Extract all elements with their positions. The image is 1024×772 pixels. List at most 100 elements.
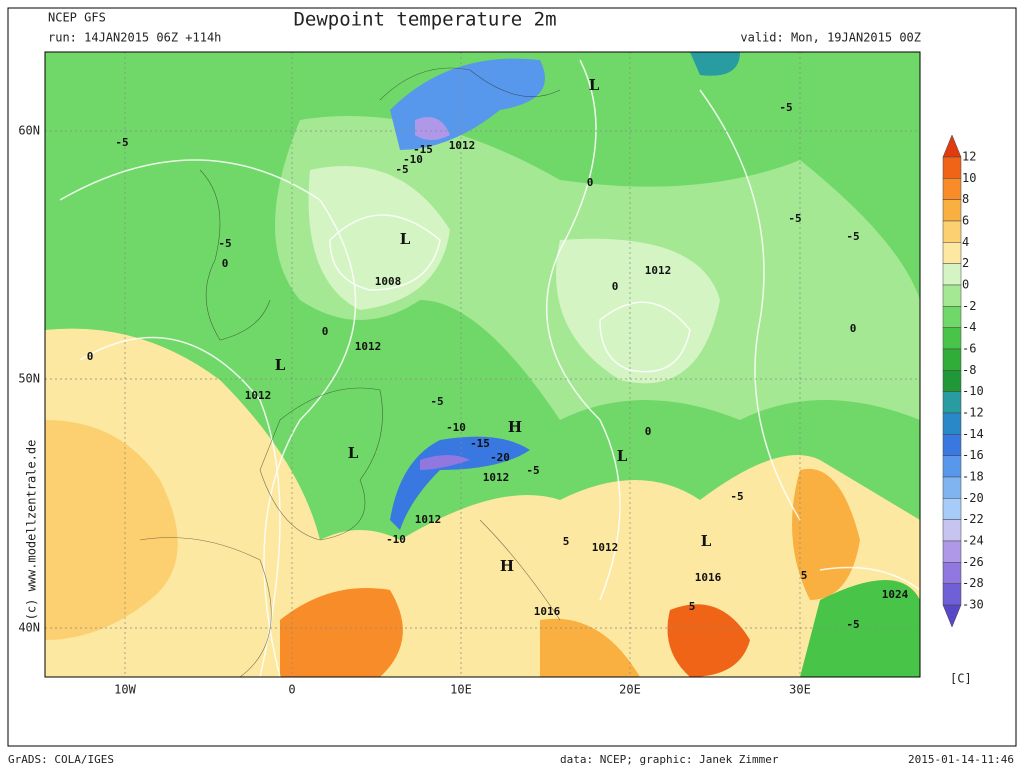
contour-label: 1012 xyxy=(415,513,442,526)
contour-label: -15 xyxy=(470,437,490,450)
contour-label: 5 xyxy=(689,600,696,613)
colorbar-swatch xyxy=(942,327,962,350)
contour-label: 0 xyxy=(850,322,857,335)
colorbar-label: 10 xyxy=(962,171,976,185)
contour-label: 0 xyxy=(612,280,619,293)
contour-label: -10 xyxy=(446,421,466,434)
colorbar-swatch xyxy=(942,498,962,520)
colorbar-swatch xyxy=(942,583,962,606)
contour-label: 1012 xyxy=(483,471,510,484)
colorbar-label: 12 xyxy=(962,150,976,164)
pressure-center: L xyxy=(400,230,411,248)
pressure-center: L xyxy=(617,447,628,465)
colorbar-swatch xyxy=(942,348,962,371)
footer-center: data: NCEP; graphic: Janek Zimmer xyxy=(560,753,779,766)
lon-label: 10W xyxy=(114,683,136,697)
contour-label: 5 xyxy=(801,569,808,582)
contour-label: 1012 xyxy=(592,541,619,554)
lon-label: 30E xyxy=(789,683,811,697)
colorbar-swatch xyxy=(942,242,962,264)
contour-label: -5 xyxy=(846,230,859,243)
colorbar-label: -6 xyxy=(962,342,976,356)
contour-label: 0 xyxy=(222,257,229,270)
colorbar-swatch xyxy=(942,178,962,200)
colorbar-label: -8 xyxy=(962,363,976,377)
pressure-center: L xyxy=(701,532,712,550)
colorbar-label: 6 xyxy=(962,214,969,228)
pressure-center: L xyxy=(275,356,286,374)
colorbar-label: -20 xyxy=(962,491,984,505)
colorbar-swatch xyxy=(942,156,962,179)
colorbar-swatch xyxy=(942,412,962,435)
contour-label: 1024 xyxy=(882,588,909,601)
footer-right: 2015-01-14-11:46 xyxy=(908,753,1014,766)
contour-label: -10 xyxy=(386,533,406,546)
model: NCEP GFS xyxy=(48,11,106,25)
pressure-center: H xyxy=(500,557,514,575)
title: Dewpoint temperature 2m xyxy=(293,9,556,31)
contour-label: 1012 xyxy=(449,139,476,152)
colorbar-swatch xyxy=(942,370,962,392)
colorbar-swatch xyxy=(942,391,962,414)
colorbar-swatch xyxy=(942,306,962,328)
colorbar-swatch xyxy=(942,284,962,307)
pressure-center: H xyxy=(508,418,522,436)
colorbar-swatch xyxy=(942,434,962,456)
map: LL10081012-15-10-5-50-501012-5-5-5000010… xyxy=(45,52,920,677)
watermark: (c) www.modellzentrale.de xyxy=(25,440,39,621)
contour-label: -5 xyxy=(779,101,792,114)
contour-label: 5 xyxy=(563,535,570,548)
colorbar-swatch xyxy=(942,220,962,243)
colorbar-label: -4 xyxy=(962,320,976,334)
contour-label: 1016 xyxy=(534,605,561,618)
colorbar-swatch xyxy=(942,540,962,563)
colorbar-label: -24 xyxy=(962,534,984,548)
colorbar-swatch xyxy=(942,199,962,222)
colorbar-label: -30 xyxy=(962,598,984,612)
contour-label: -5 xyxy=(526,464,539,477)
colorbar-swatch xyxy=(942,562,962,584)
colorbar-arrow xyxy=(942,604,962,628)
lat-label: 50N xyxy=(18,372,40,386)
contour-label: 0 xyxy=(645,425,652,438)
contour-label: -20 xyxy=(490,451,510,464)
contour-label: 1012 xyxy=(645,264,672,277)
map-border xyxy=(44,51,921,678)
colorbar-swatch xyxy=(942,455,962,478)
pressure-center: L xyxy=(589,76,600,94)
contour-label: -10 xyxy=(403,153,423,166)
colorbar-label: -22 xyxy=(962,512,984,526)
contour-label: -5 xyxy=(395,163,408,176)
colorbar-label: 2 xyxy=(962,256,969,270)
contour-label: 0 xyxy=(322,325,329,338)
colorbar-label: -14 xyxy=(962,427,984,441)
lon-label: 20E xyxy=(619,683,641,697)
colorbar-label: -10 xyxy=(962,384,984,398)
lon-label: 0 xyxy=(288,683,295,697)
colorbar-swatch xyxy=(942,519,962,542)
colorbar-label: 0 xyxy=(962,278,969,292)
colorbar-label: -18 xyxy=(962,470,984,484)
contour-label: -5 xyxy=(218,237,231,250)
colorbar-swatch xyxy=(942,263,962,286)
run: run: 14JAN2015 06Z +114h xyxy=(48,31,221,45)
contour-label: 1008 xyxy=(375,275,402,288)
colorbar-label: -16 xyxy=(962,448,984,462)
colorbar-swatch xyxy=(942,476,962,499)
contour-label: 0 xyxy=(587,176,594,189)
contour-label: -15 xyxy=(413,143,433,156)
colorbar-label: 8 xyxy=(962,192,969,206)
contour-label: 1012 xyxy=(355,340,382,353)
pressure-center: L xyxy=(348,444,359,462)
colorbar-label: -28 xyxy=(962,576,984,590)
colorbar-label: -26 xyxy=(962,555,984,569)
contour-label: -5 xyxy=(788,212,801,225)
colorbar-label: -12 xyxy=(962,406,984,420)
contour-label: 1016 xyxy=(695,571,722,584)
contour-label: 1012 xyxy=(245,389,272,402)
lat-label: 40N xyxy=(18,621,40,635)
contour-label: -5 xyxy=(115,136,128,149)
footer-left: GrADS: COLA/IGES xyxy=(8,753,114,766)
contour-label: -5 xyxy=(430,395,443,408)
